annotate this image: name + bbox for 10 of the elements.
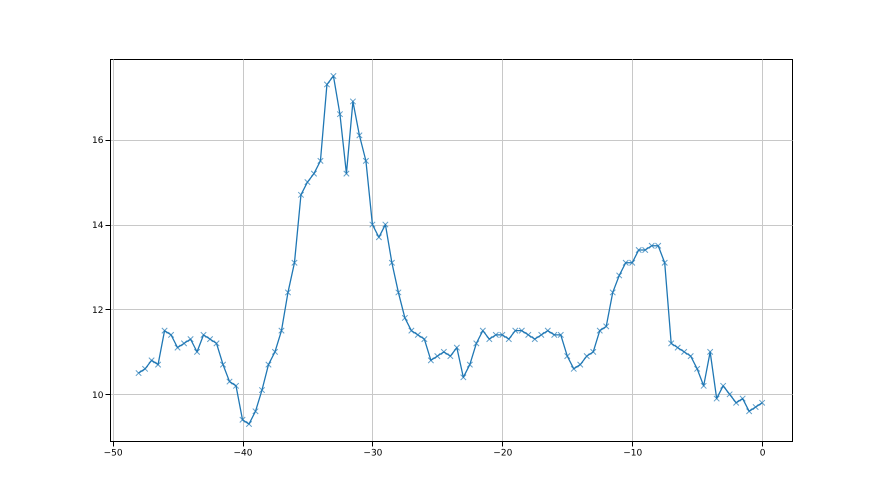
y-tick-label: 16 — [92, 136, 104, 146]
x-tick-label: 0 — [760, 448, 766, 458]
x-tick-label: −40 — [234, 448, 253, 458]
y-tick-label: 10 — [92, 390, 104, 401]
x-tick-label: −50 — [104, 448, 123, 458]
x-tick-label: −10 — [623, 448, 642, 458]
y-tick-label: 14 — [92, 221, 104, 232]
x-tick-label: −20 — [493, 448, 513, 458]
y-tick-label: 12 — [92, 306, 104, 316]
x-tick-label: −30 — [363, 448, 383, 458]
